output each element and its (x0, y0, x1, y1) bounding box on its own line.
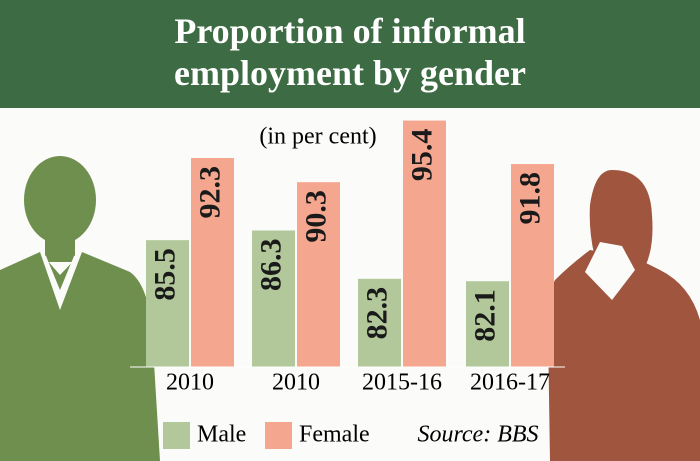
bar (252, 230, 295, 367)
man-collar (40, 252, 82, 310)
legend-label: Male (197, 422, 246, 448)
man-figure (0, 156, 160, 461)
value-label: 86.3 (254, 238, 287, 291)
x-tick-label: 2016-17 (470, 370, 550, 396)
value-label: 90.3 (299, 190, 332, 243)
value-label: 91.8 (513, 172, 546, 225)
chart-subtitle: (in per cent) (259, 124, 376, 150)
chart-title: Proportion of informal employment by gen… (174, 11, 526, 93)
woman-figure (547, 170, 700, 461)
x-tick-label: 2010 (272, 370, 320, 396)
value-label: 95.4 (405, 129, 438, 182)
legend-swatch (265, 422, 292, 449)
header-band (0, 0, 700, 108)
bar (146, 240, 189, 367)
legend-swatch (163, 422, 190, 449)
value-label: 82.1 (468, 289, 501, 342)
bar (403, 120, 446, 368)
value-label: 85.5 (148, 248, 181, 301)
value-label: 92.3 (193, 166, 226, 219)
bar (297, 182, 340, 367)
bar (466, 281, 509, 367)
bar (511, 164, 554, 367)
source-note: Source: BBS (417, 422, 538, 448)
x-tick-label: 2010 (166, 370, 214, 396)
legend-label: Female (299, 422, 370, 448)
bar (191, 158, 234, 367)
woman-collar (585, 242, 635, 300)
bar (358, 278, 401, 367)
value-label: 82.3 (360, 287, 393, 340)
x-tick-label: 2015-16 (362, 370, 442, 396)
